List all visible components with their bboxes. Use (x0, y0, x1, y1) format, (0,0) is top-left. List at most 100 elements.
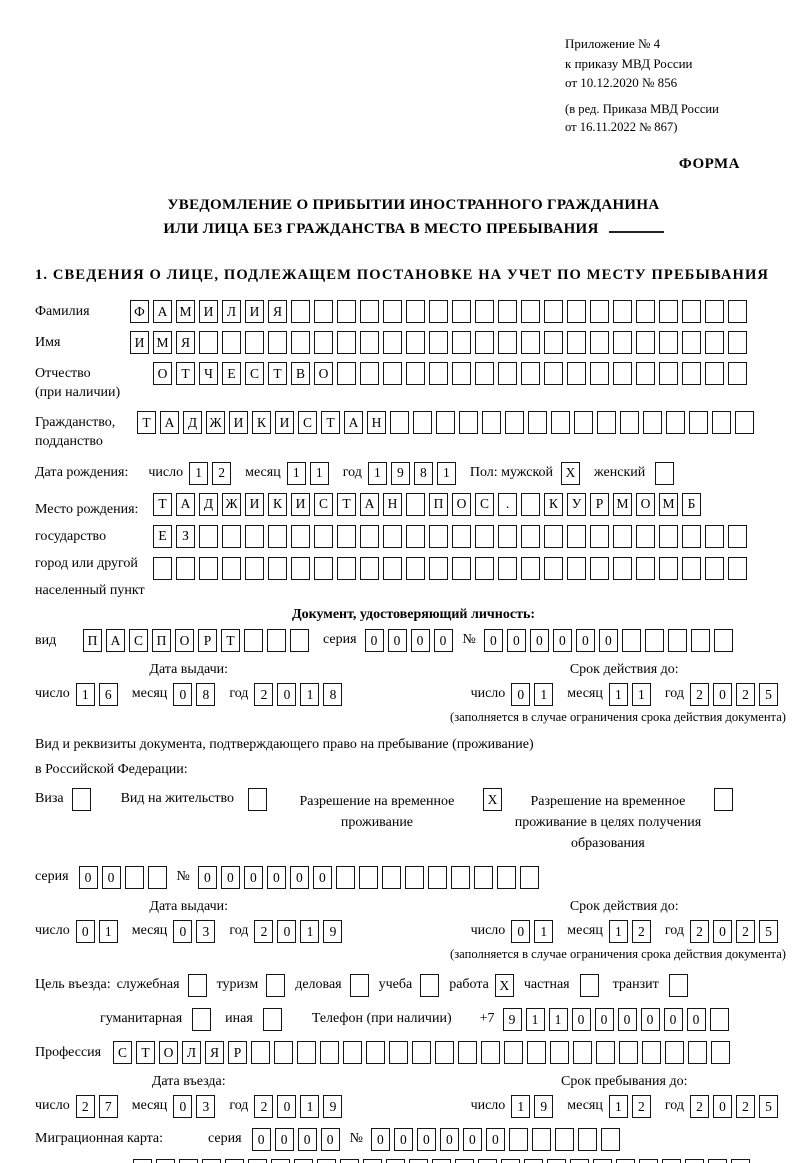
form-cell[interactable]: А (160, 410, 179, 434)
form-cell[interactable]: 5 (759, 919, 778, 943)
form-cell[interactable] (383, 331, 402, 354)
form-cell[interactable] (176, 556, 195, 580)
form-cell[interactable] (406, 492, 425, 516)
form-cell[interactable] (386, 1158, 405, 1163)
form-cell[interactable] (153, 556, 172, 580)
purpose-tourism-checkbox[interactable] (266, 973, 286, 997)
form-cell[interactable] (550, 1040, 569, 1064)
form-cell[interactable]: Ф (130, 300, 149, 323)
form-cell[interactable]: 0 (173, 682, 193, 706)
form-cell[interactable]: И (245, 492, 264, 516)
form-cell[interactable]: 0 (575, 628, 595, 652)
form-cell[interactable] (544, 362, 563, 385)
form-cell[interactable] (274, 1040, 293, 1064)
form-cell[interactable] (521, 331, 540, 354)
form-cell[interactable] (593, 1158, 612, 1163)
form-cell[interactable]: 0 (462, 1127, 482, 1151)
form-cell[interactable]: 1 (608, 682, 628, 706)
form-cell[interactable] (644, 628, 664, 652)
form-cell[interactable]: О (636, 492, 655, 516)
form-cell[interactable]: 8 (413, 461, 433, 485)
form-cell[interactable]: 7 (98, 1094, 118, 1118)
form-cell[interactable]: К (268, 492, 287, 516)
form-cell[interactable] (524, 1158, 543, 1163)
form-cell[interactable] (412, 1040, 431, 1064)
form-cell[interactable]: Т (153, 492, 172, 516)
form-cell[interactable]: Е (222, 362, 241, 385)
form-cell[interactable] (728, 362, 747, 385)
form-cell[interactable] (731, 1158, 750, 1163)
form-cell[interactable] (360, 556, 379, 580)
form-cell[interactable] (435, 1040, 454, 1064)
form-cell[interactable]: 0 (571, 1007, 591, 1031)
form-cell[interactable] (613, 524, 632, 548)
form-cell[interactable]: 0 (393, 1127, 413, 1151)
form-cell[interactable] (267, 628, 286, 652)
form-cell[interactable] (666, 410, 685, 434)
form-cell[interactable] (636, 300, 655, 323)
form-cell[interactable]: 0 (416, 1127, 436, 1151)
form-cell[interactable] (590, 524, 609, 548)
form-cell[interactable] (544, 331, 563, 354)
form-cell[interactable]: 0 (713, 919, 732, 943)
form-cell[interactable]: 9 (390, 461, 410, 485)
form-cell[interactable]: 1 (309, 461, 329, 485)
form-cell[interactable] (620, 410, 639, 434)
form-cell[interactable]: Д (199, 492, 218, 516)
form-cell[interactable]: С (113, 1040, 132, 1064)
form-cell[interactable] (636, 331, 655, 354)
form-cell[interactable] (475, 556, 494, 580)
residence-permit-checkbox[interactable] (247, 787, 267, 811)
form-cell[interactable]: 2 (254, 919, 274, 943)
form-cell[interactable] (337, 331, 356, 354)
form-cell[interactable]: 1 (534, 682, 554, 706)
form-cell[interactable] (705, 524, 724, 548)
form-cell[interactable] (519, 865, 539, 889)
form-cell[interactable]: 2 (690, 919, 709, 943)
purpose-other-checkbox[interactable] (262, 1007, 282, 1031)
form-cell[interactable] (429, 524, 448, 548)
form-cell[interactable]: 8 (323, 682, 343, 706)
form-cell[interactable]: 2 (212, 461, 232, 485)
form-cell[interactable] (567, 556, 586, 580)
form-cell[interactable] (659, 362, 678, 385)
form-cell[interactable] (544, 524, 563, 548)
form-cell[interactable] (314, 556, 333, 580)
form-cell[interactable] (245, 331, 264, 354)
form-cell[interactable] (314, 524, 333, 548)
form-cell[interactable]: 2 (736, 682, 755, 706)
form-cell[interactable] (429, 362, 448, 385)
form-cell[interactable]: 5 (759, 682, 778, 706)
form-cell[interactable]: 0 (173, 919, 193, 943)
form-cell[interactable] (436, 410, 455, 434)
form-cell[interactable] (574, 410, 593, 434)
form-cell[interactable] (406, 300, 425, 323)
form-cell[interactable] (452, 300, 471, 323)
form-cell[interactable]: Ж (222, 492, 241, 516)
form-cell[interactable] (728, 331, 747, 354)
form-cell[interactable]: М (613, 492, 632, 516)
form-cell[interactable] (406, 524, 425, 548)
form-cell[interactable]: О (452, 492, 471, 516)
form-cell[interactable] (147, 865, 167, 889)
form-cell[interactable] (705, 331, 724, 354)
form-cell[interactable]: 0 (320, 1127, 340, 1151)
form-cell[interactable]: 0 (251, 1127, 271, 1151)
form-cell[interactable]: О (314, 362, 333, 385)
form-cell[interactable]: С (475, 492, 494, 516)
form-cell[interactable] (406, 362, 425, 385)
form-cell[interactable] (508, 1127, 528, 1151)
form-cell[interactable]: Ч (199, 362, 218, 385)
temp-residence-education-checkbox[interactable] (713, 787, 733, 811)
form-cell[interactable] (600, 1127, 620, 1151)
form-cell[interactable]: 0 (75, 919, 95, 943)
form-cell[interactable]: 0 (410, 628, 430, 652)
form-cell[interactable]: 0 (197, 865, 217, 889)
form-cell[interactable]: 0 (101, 865, 121, 889)
form-cell[interactable]: М (153, 331, 172, 354)
form-cell[interactable]: 9 (323, 1094, 343, 1118)
form-cell[interactable]: 0 (617, 1007, 637, 1031)
form-cell[interactable]: 2 (631, 919, 651, 943)
form-cell[interactable]: Т (268, 362, 287, 385)
form-cell[interactable]: А (153, 300, 172, 323)
